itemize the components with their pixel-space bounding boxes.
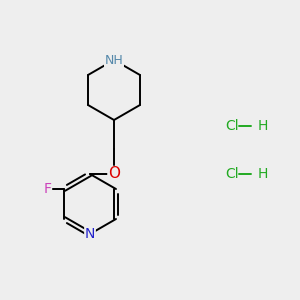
Text: O: O (108, 167, 120, 182)
Text: NH: NH (105, 53, 123, 67)
Text: N: N (85, 227, 95, 241)
Text: Cl: Cl (225, 119, 238, 133)
Text: H: H (258, 119, 268, 133)
Text: H: H (258, 167, 268, 181)
Text: F: F (44, 182, 52, 196)
Text: Cl: Cl (225, 167, 238, 181)
